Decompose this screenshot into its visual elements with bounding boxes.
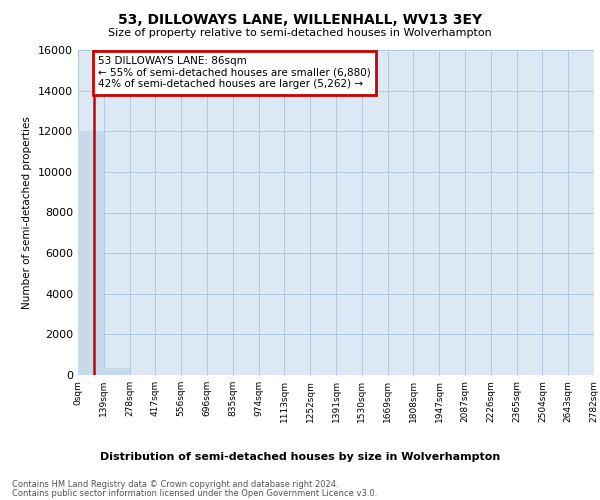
Bar	[104, 368, 130, 375]
Text: Contains HM Land Registry data © Crown copyright and database right 2024.: Contains HM Land Registry data © Crown c…	[12, 480, 338, 489]
Text: 53 DILLOWAYS LANE: 86sqm
← 55% of semi-detached houses are smaller (6,880)
42% o: 53 DILLOWAYS LANE: 86sqm ← 55% of semi-d…	[98, 56, 371, 90]
Text: Contains public sector information licensed under the Open Government Licence v3: Contains public sector information licen…	[12, 489, 377, 498]
Y-axis label: Number of semi-detached properties: Number of semi-detached properties	[22, 116, 32, 309]
Text: Size of property relative to semi-detached houses in Wolverhampton: Size of property relative to semi-detach…	[108, 28, 492, 38]
Text: Distribution of semi-detached houses by size in Wolverhampton: Distribution of semi-detached houses by …	[100, 452, 500, 462]
Bar	[78, 131, 104, 375]
Text: 53, DILLOWAYS LANE, WILLENHALL, WV13 3EY: 53, DILLOWAYS LANE, WILLENHALL, WV13 3EY	[118, 12, 482, 26]
